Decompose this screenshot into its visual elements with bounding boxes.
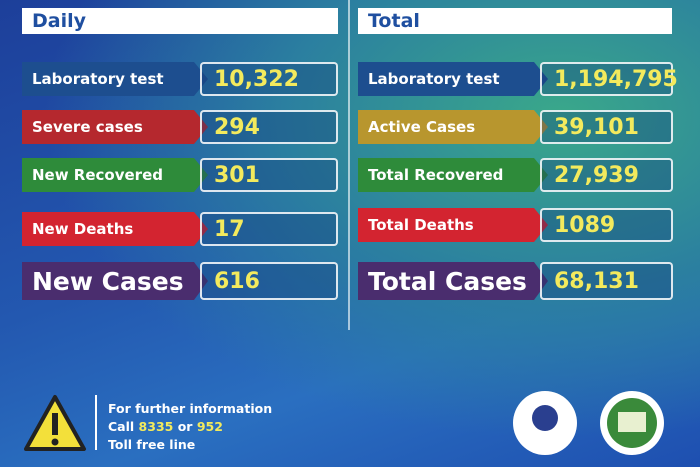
footer-line: Toll free line bbox=[108, 437, 196, 452]
row-value: 616 bbox=[200, 262, 338, 300]
row-label: Laboratory test bbox=[22, 62, 208, 96]
divider bbox=[348, 0, 350, 330]
daily-header: Daily bbox=[22, 8, 338, 34]
phone-number: 952 bbox=[196, 419, 223, 434]
footer-line: Call 8335 or 952 bbox=[108, 419, 223, 434]
row-value: 1,194,795 bbox=[540, 62, 678, 96]
footer-text: or bbox=[177, 419, 193, 434]
row-value: 27,939 bbox=[540, 158, 673, 192]
footer-line: For further information bbox=[108, 401, 273, 416]
row-label: New Deaths bbox=[22, 212, 208, 246]
warning-icon bbox=[24, 395, 86, 451]
phone-number: 8335 bbox=[138, 419, 174, 434]
row-value: 68,131 bbox=[540, 262, 673, 300]
row-label: Total Cases bbox=[358, 262, 548, 300]
row-value: 39,101 bbox=[540, 110, 673, 144]
row-value: 301 bbox=[200, 158, 338, 192]
row-label: Total Recovered bbox=[358, 158, 548, 192]
total-header: Total bbox=[358, 8, 672, 34]
row-label: Total Deaths bbox=[358, 208, 548, 242]
row-label: New Recovered bbox=[22, 158, 208, 192]
row-value: 10,322 bbox=[200, 62, 338, 96]
row-label: Severe cases bbox=[22, 110, 208, 144]
row-value: 294 bbox=[200, 110, 338, 144]
footer-text: Call bbox=[108, 419, 135, 434]
row-value: 1089 bbox=[540, 208, 673, 242]
logos bbox=[513, 391, 664, 455]
row-label: Active Cases bbox=[358, 110, 548, 144]
row-label: New Cases bbox=[22, 262, 208, 300]
row-value: 17 bbox=[200, 212, 338, 246]
row-label: Laboratory test bbox=[358, 62, 548, 96]
footer-divider bbox=[95, 395, 97, 450]
